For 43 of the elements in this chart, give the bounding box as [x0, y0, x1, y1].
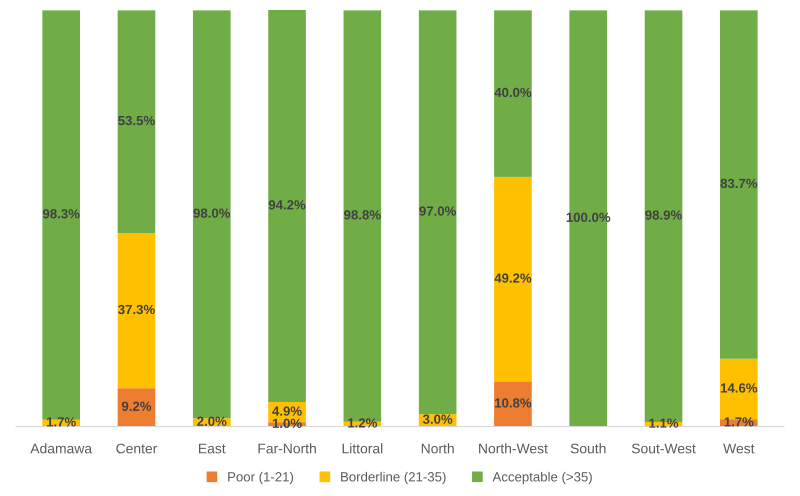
data-label: 98.0%	[194, 208, 230, 218]
x-tick-label: Sout-West	[632, 444, 696, 454]
data-label: 49.2%	[494, 273, 532, 283]
data-label: 40.0%	[494, 88, 532, 98]
data-label: 53.5%	[118, 116, 155, 126]
bar	[118, 10, 156, 234]
legend-label: Borderline (21-35)	[341, 472, 446, 484]
data-label: 4.9%	[272, 406, 302, 416]
bar	[720, 10, 758, 359]
data-label: 1.0%	[272, 418, 302, 428]
x-tick-label: Littoral	[342, 443, 382, 454]
data-label: 98.8%	[344, 210, 381, 220]
data-label: 14.6%	[720, 383, 758, 393]
data-label: 1.7%	[724, 417, 754, 427]
bar	[494, 382, 532, 427]
x-tick-label: East	[199, 444, 226, 454]
legend-label: Poor (1-21)	[228, 472, 294, 484]
data-label: 10.8%	[495, 398, 532, 408]
x-tick-label: North-West	[479, 443, 548, 454]
bar	[192, 10, 231, 418]
data-label: 98.9%	[645, 210, 682, 220]
data-label: 94.2%	[268, 200, 306, 210]
data-label: 9.2%	[122, 402, 152, 411]
bar	[118, 233, 156, 388]
data-label: 37.3%	[118, 304, 155, 314]
bar	[494, 176, 532, 382]
legend-label: Acceptable (>35)	[492, 472, 592, 484]
x-tick-label: Adamawa	[30, 443, 92, 454]
data-label: 3.0%	[422, 414, 452, 424]
bar	[418, 10, 456, 414]
data-label: 98.3%	[42, 209, 80, 218]
x-tick-label: North	[422, 443, 454, 454]
x-tick-label: South	[570, 443, 606, 454]
x-tick-label: West	[723, 444, 754, 454]
x-tick-label: Center	[116, 444, 158, 454]
data-label: 97.0%	[419, 206, 456, 216]
bar	[268, 10, 306, 402]
data-label: 2.0%	[197, 416, 226, 426]
bar	[118, 388, 156, 427]
x-tick-label: Far-North	[258, 443, 316, 454]
data-label: 83.7%	[720, 178, 758, 188]
data-label: 1.7%	[46, 417, 76, 427]
bar	[494, 10, 532, 177]
